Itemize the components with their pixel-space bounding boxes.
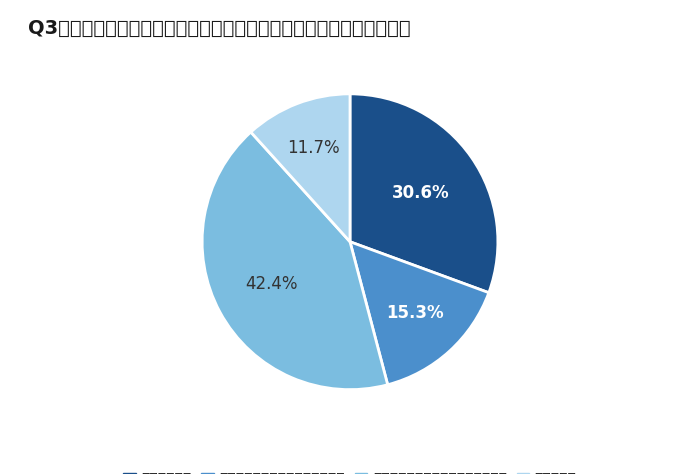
Wedge shape [350, 242, 489, 385]
Wedge shape [202, 132, 388, 390]
Legend: 導入している, 導入していないが、検討している, 導入しておらず、検討もしていない, わからない: 導入している, 導入していないが、検討している, 導入しておらず、検討もしていな… [123, 472, 577, 474]
Wedge shape [251, 94, 350, 242]
Text: 42.4%: 42.4% [246, 275, 298, 293]
Text: 15.3%: 15.3% [386, 304, 444, 322]
Text: 30.6%: 30.6% [391, 183, 449, 201]
Wedge shape [350, 94, 498, 293]
Text: Q3．現在、社員への英語学習プログラムを導入・検討していますか。: Q3．現在、社員への英語学習プログラムを導入・検討していますか。 [28, 19, 411, 38]
Text: 11.7%: 11.7% [288, 139, 340, 157]
